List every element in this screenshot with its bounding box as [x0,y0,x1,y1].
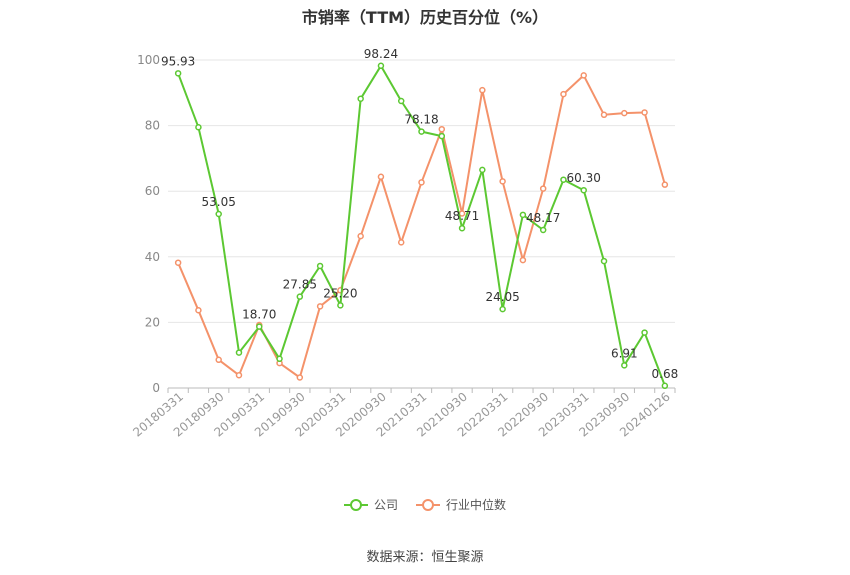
data-point-company[interactable] [580,186,587,194]
data-point-industry-median[interactable] [296,374,304,381]
data-point-company[interactable] [539,226,547,234]
data-point-industry-median[interactable] [438,125,446,133]
data-point-company[interactable] [235,349,243,356]
data-point-company[interactable] [276,355,283,363]
data-point-company[interactable] [458,224,466,232]
data-point-company[interactable] [519,211,527,219]
chart-title: 市销率（TTM）历史百分位（%） [301,8,549,27]
y-tick-label: 20 [145,315,160,329]
data-point-industry-median[interactable] [418,179,425,186]
data-point-industry-median[interactable] [215,356,222,364]
data-point-industry-median[interactable] [316,303,324,310]
data-point-company[interactable] [499,305,506,313]
data-point-industry-median[interactable] [397,239,405,246]
y-tick-label: 40 [145,250,160,264]
data-point-industry-median[interactable] [479,86,486,94]
data-point-industry-median[interactable] [499,178,506,185]
data-point-company[interactable] [337,302,344,309]
data-point-industry-median[interactable] [357,232,364,240]
data-point-company[interactable] [641,329,648,336]
data-point-company[interactable] [621,362,628,369]
data-point-company[interactable] [397,97,405,105]
y-tick-label: 100 [137,53,160,67]
data-point-company[interactable] [438,132,446,140]
data-point-industry-median[interactable] [539,185,547,192]
legend-label-company: 公司 [373,498,398,512]
data-point-industry-median[interactable] [580,72,587,79]
data-label: 48.17 [526,211,560,225]
data-point-industry-median[interactable] [641,109,648,116]
legend-label-industry-median: 行业中位数 [446,498,507,512]
data-point-industry-median[interactable] [174,259,182,266]
data-point-company[interactable] [377,62,385,70]
data-point-company[interactable] [560,176,567,183]
data-label: 78.18 [404,113,438,127]
data-label: 24.05 [485,290,519,304]
data-point-industry-median[interactable] [600,111,608,119]
data-point-company[interactable] [174,70,182,77]
data-point-company[interactable] [661,382,669,390]
data-label: 53.05 [202,195,236,209]
data-point-industry-median[interactable] [195,307,202,314]
data-point-company[interactable] [479,166,486,174]
data-point-industry-median[interactable] [560,90,567,98]
data-point-industry-median[interactable] [621,109,628,117]
data-point-industry-median[interactable] [661,181,669,188]
data-point-company[interactable] [600,257,608,265]
data-label: 95.93 [161,54,195,68]
data-source: 数据来源：恒生聚源 [366,550,484,565]
data-point-company[interactable] [215,210,222,218]
data-point-company[interactable] [195,123,202,131]
legend-swatch-industry-median [416,498,440,511]
y-tick-label: 0 [152,381,160,395]
data-point-company[interactable] [357,95,364,102]
data-point-industry-median[interactable] [519,256,527,264]
data-label: 6.91 [611,346,638,360]
y-tick-label: 60 [145,184,160,198]
legend-item-industry-median[interactable]: 行业中位数 [416,496,506,513]
data-point-company[interactable] [418,128,425,135]
data-point-company[interactable] [296,293,304,300]
data-label: 0.68 [652,367,679,381]
legend-item-company[interactable]: 公司 [343,496,398,513]
data-point-company[interactable] [256,323,263,330]
data-point-industry-median[interactable] [377,173,385,181]
data-point-industry-median[interactable] [235,371,243,379]
y-tick-label: 80 [145,119,160,133]
data-label: 27.85 [283,278,317,292]
data-label: 18.70 [242,308,276,322]
legend-swatch-company [343,498,368,511]
data-label: 98.24 [364,47,398,61]
data-label: 48.71 [445,209,479,223]
data-point-company[interactable] [316,262,324,270]
data-label: 25.20 [323,286,357,300]
data-label: 60.30 [567,171,601,185]
legend: 公司 行业中位数 [0,496,850,513]
